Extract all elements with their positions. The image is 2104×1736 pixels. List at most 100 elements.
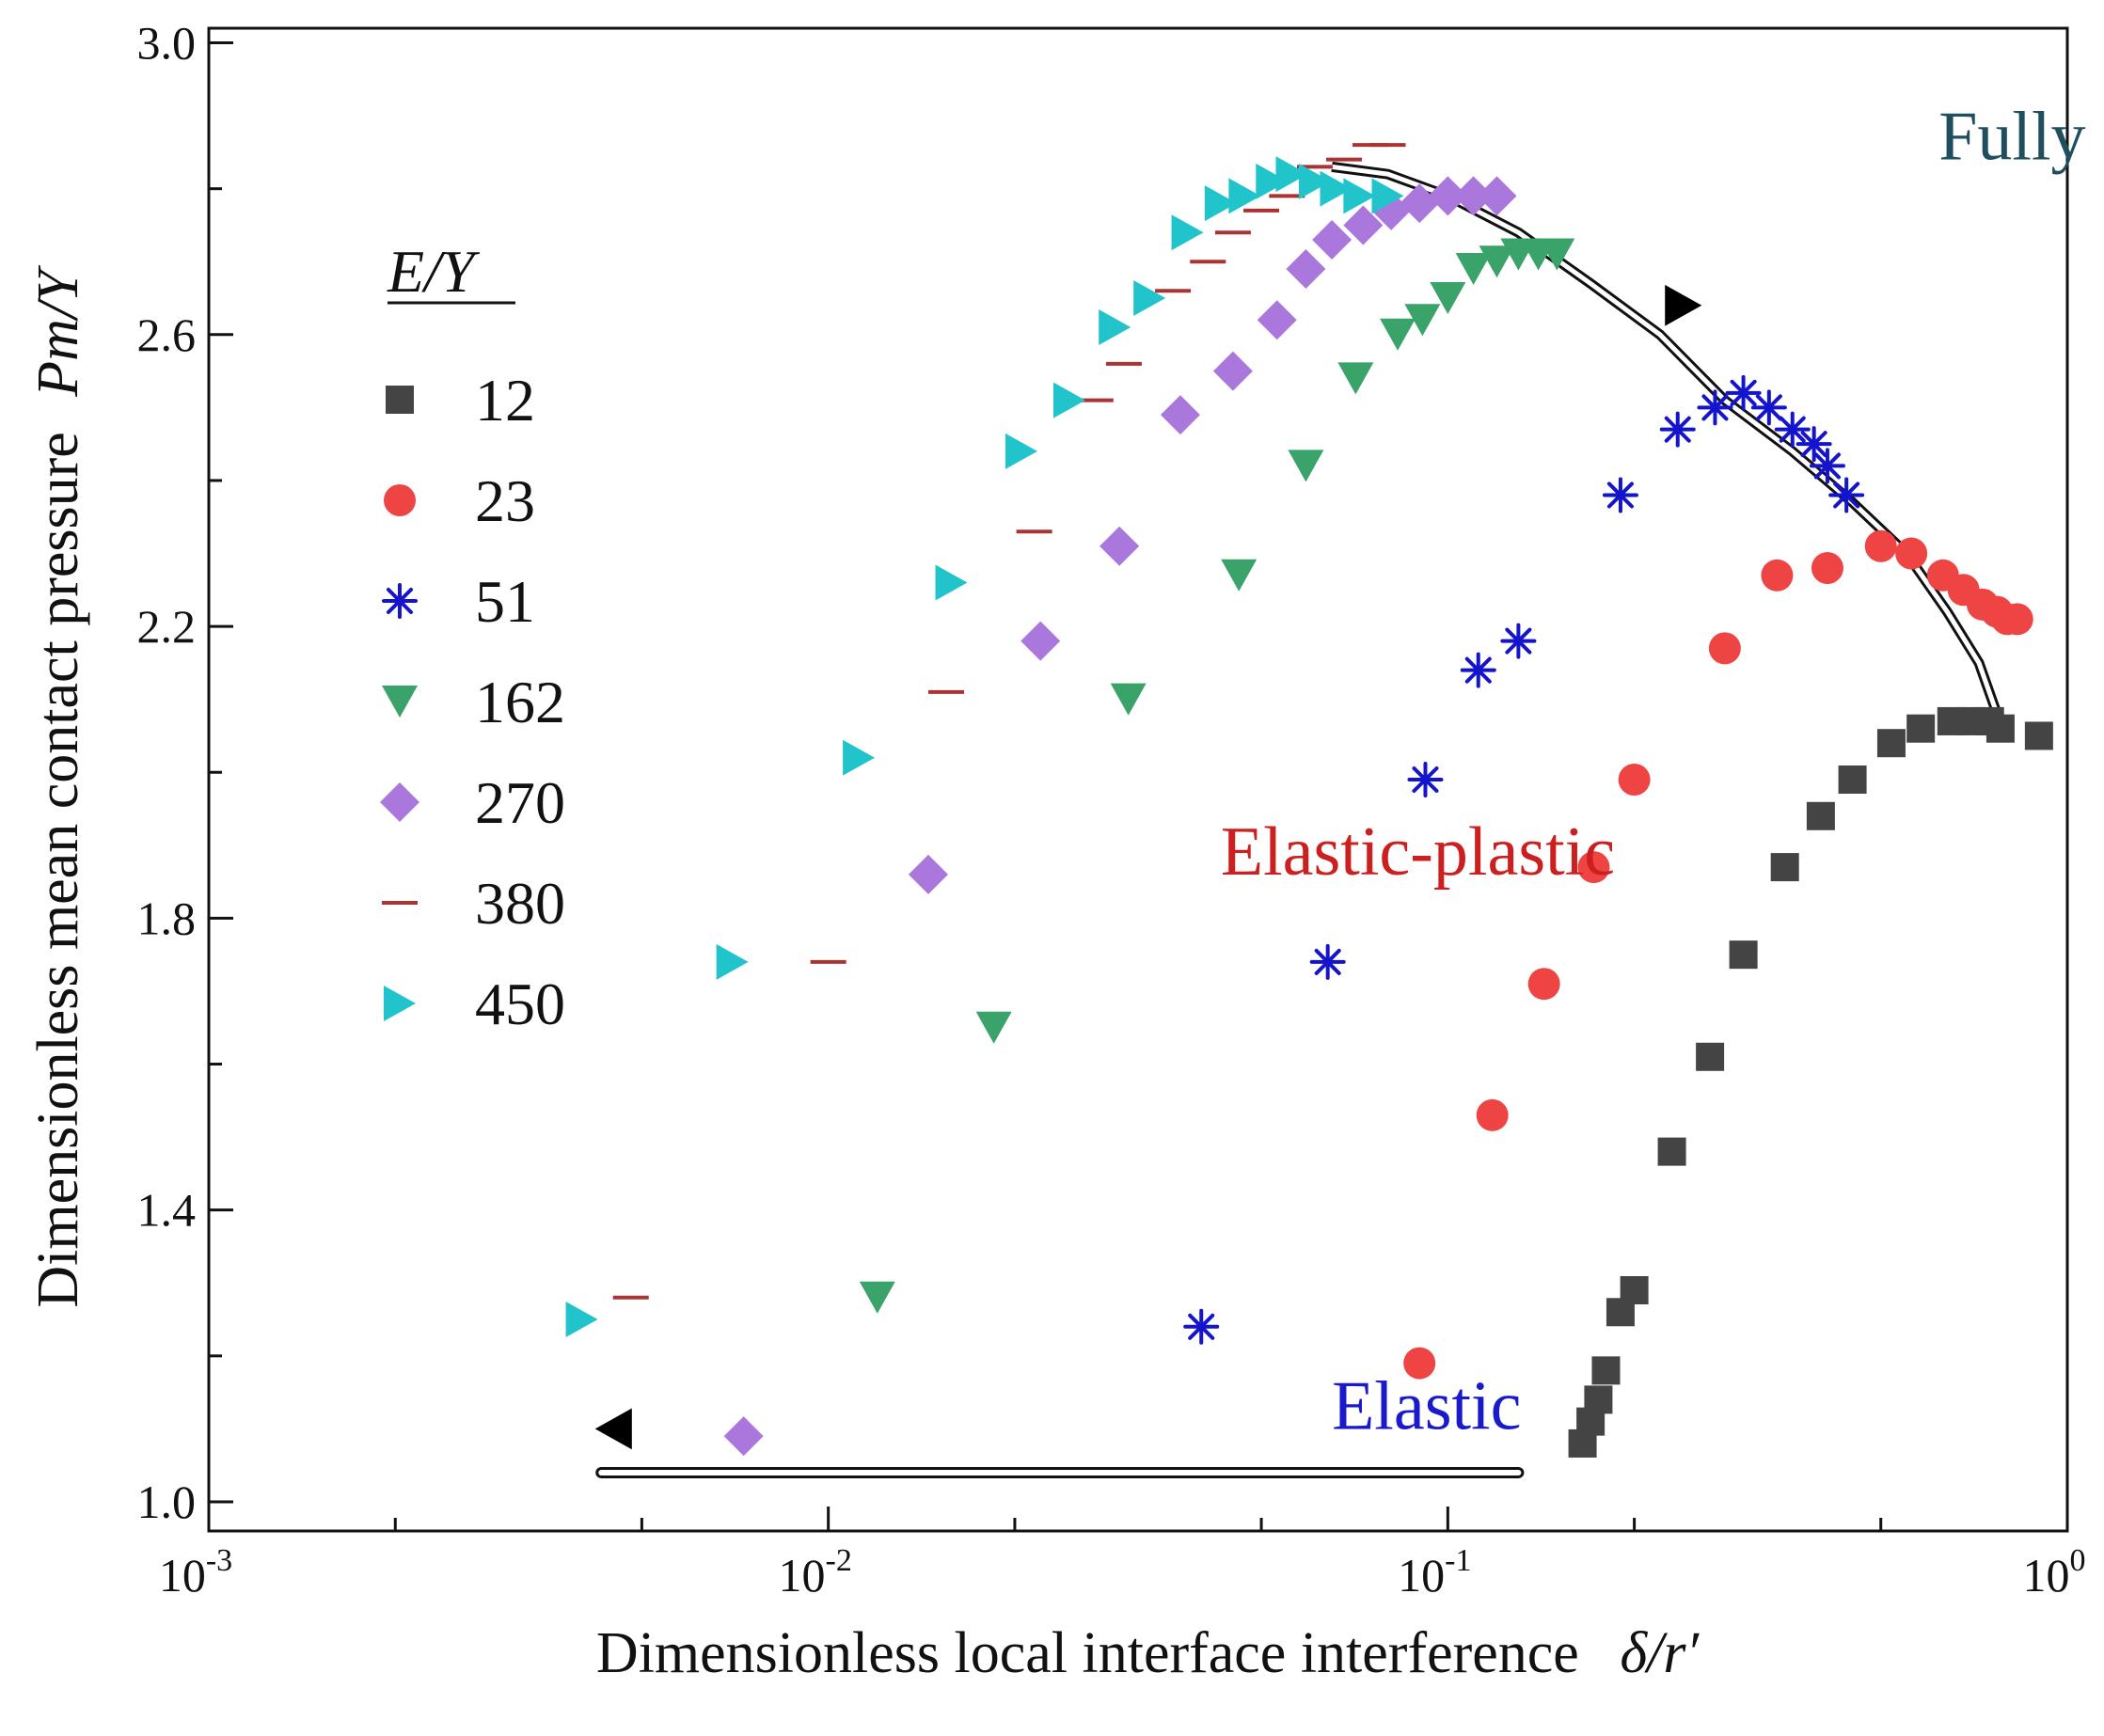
y-tick-label: 1.4 bbox=[137, 1184, 197, 1237]
data-point bbox=[1171, 214, 1204, 251]
legend-marker bbox=[386, 386, 414, 414]
data-point bbox=[1527, 968, 1560, 1001]
data-point bbox=[1005, 433, 1038, 469]
data-point bbox=[935, 564, 968, 601]
y-tick-label: 2.6 bbox=[137, 308, 197, 361]
data-point bbox=[1796, 426, 1832, 463]
y-axis-title-symbol: Pm/Y bbox=[26, 265, 90, 398]
x-tick-label: 10-3 bbox=[159, 1543, 232, 1602]
x-axis-title-text: Dimensionless local interface interferen… bbox=[596, 1621, 1579, 1685]
asterisk-stroke bbox=[1505, 627, 1532, 655]
fully-plastic-boundary-curve-inner bbox=[1331, 164, 2000, 716]
x-tick-base: 10 bbox=[1398, 1549, 1445, 1602]
data-point bbox=[1811, 552, 1843, 585]
data-point bbox=[1212, 351, 1253, 391]
data-point bbox=[1400, 183, 1440, 224]
x-tick-exponent: -2 bbox=[826, 1543, 852, 1578]
asterisk-stroke bbox=[1664, 416, 1691, 443]
data-point bbox=[1657, 1137, 1686, 1166]
data-point bbox=[1577, 851, 1610, 884]
asterisk-stroke bbox=[1606, 481, 1634, 509]
data-point bbox=[1864, 529, 1897, 562]
data-point bbox=[723, 1416, 764, 1457]
data-point bbox=[1133, 280, 1166, 317]
data-point bbox=[1729, 940, 1758, 970]
data-point bbox=[1020, 621, 1061, 661]
data-point bbox=[1407, 762, 1444, 797]
legend-marker bbox=[384, 986, 416, 1021]
data-point bbox=[1895, 537, 1928, 570]
legend-label: 450 bbox=[475, 971, 565, 1037]
data-point bbox=[1257, 300, 1297, 340]
data-point bbox=[2001, 603, 2033, 636]
data-point bbox=[1620, 1276, 1649, 1305]
data-point bbox=[1453, 176, 1494, 216]
boundary-marker bbox=[1665, 284, 1702, 326]
y-axis-title: Dimensionless mean contact pressure Pm/Y bbox=[26, 265, 90, 1308]
data-point bbox=[908, 854, 948, 894]
data-point bbox=[1476, 1098, 1509, 1131]
legend-label: 23 bbox=[475, 467, 535, 534]
data-point bbox=[1750, 389, 1787, 426]
data-point bbox=[716, 943, 749, 980]
data-point bbox=[1500, 623, 1537, 659]
data-point bbox=[1256, 163, 1289, 199]
legend-label: 380 bbox=[475, 870, 565, 937]
x-axis-ticks: 10-3 10 -2 10-1 100 bbox=[159, 1507, 2086, 1602]
region-label: Fully plastic bbox=[1938, 99, 2104, 176]
data-point bbox=[1099, 526, 1140, 566]
y-tick-label: 1.0 bbox=[137, 1476, 197, 1528]
data-point bbox=[1725, 374, 1762, 411]
data-point bbox=[2024, 721, 2053, 750]
x-tick-label: 100 bbox=[2023, 1543, 2086, 1602]
data-point bbox=[1455, 252, 1492, 285]
y-axis-ticks: 1.0 1.4 1.8 2.2 2.6 3.0 bbox=[137, 17, 233, 1528]
legend-marker bbox=[382, 686, 418, 718]
data-point bbox=[1343, 178, 1376, 214]
data-marks bbox=[565, 143, 2053, 1458]
series-270 bbox=[723, 176, 1517, 1457]
asterisk-stroke bbox=[386, 587, 414, 615]
data-point bbox=[1774, 411, 1811, 448]
data-point bbox=[1204, 185, 1237, 222]
fully-plastic-boundary-curve bbox=[1331, 161, 2002, 717]
legend-label: 51 bbox=[475, 568, 535, 635]
data-point bbox=[1539, 238, 1575, 271]
asterisk-stroke bbox=[1800, 431, 1827, 458]
legend-marker bbox=[380, 782, 419, 822]
asterisk-stroke bbox=[1779, 416, 1806, 443]
data-point bbox=[1183, 1308, 1220, 1345]
asterisk-stroke bbox=[1412, 765, 1439, 794]
data-point bbox=[1371, 178, 1404, 214]
legend-marker bbox=[382, 583, 418, 619]
data-point bbox=[1221, 559, 1258, 592]
asterisk-stroke bbox=[1314, 948, 1341, 975]
x-tick-label: 10-1 bbox=[1398, 1543, 1471, 1602]
data-point bbox=[1110, 683, 1147, 716]
data-point bbox=[1403, 1347, 1436, 1380]
data-point bbox=[1380, 318, 1416, 351]
data-point bbox=[1708, 632, 1741, 665]
data-point bbox=[1906, 714, 1936, 743]
data-point bbox=[859, 1281, 895, 1314]
data-point bbox=[1298, 163, 1331, 199]
series-23 bbox=[1403, 529, 2033, 1380]
data-point bbox=[1430, 282, 1466, 315]
data-point bbox=[1428, 176, 1468, 216]
data-point bbox=[1479, 245, 1515, 278]
asterisk-stroke bbox=[1188, 1313, 1215, 1340]
data-point bbox=[1761, 559, 1794, 592]
data-point bbox=[1288, 450, 1324, 482]
x-tick-base: 10 bbox=[2023, 1549, 2070, 1602]
data-point bbox=[1696, 1042, 1725, 1071]
legend: E/Y 12 23 51 162 270 380 450 bbox=[380, 238, 565, 1037]
data-point bbox=[1618, 764, 1651, 796]
legend-marker bbox=[384, 484, 416, 516]
data-point bbox=[1770, 853, 1799, 882]
data-point bbox=[1099, 309, 1131, 346]
data-point bbox=[1052, 382, 1085, 418]
data-point bbox=[1309, 943, 1346, 980]
data-point bbox=[843, 739, 876, 776]
data-point bbox=[1286, 248, 1326, 289]
series-12 bbox=[1568, 706, 2053, 1458]
